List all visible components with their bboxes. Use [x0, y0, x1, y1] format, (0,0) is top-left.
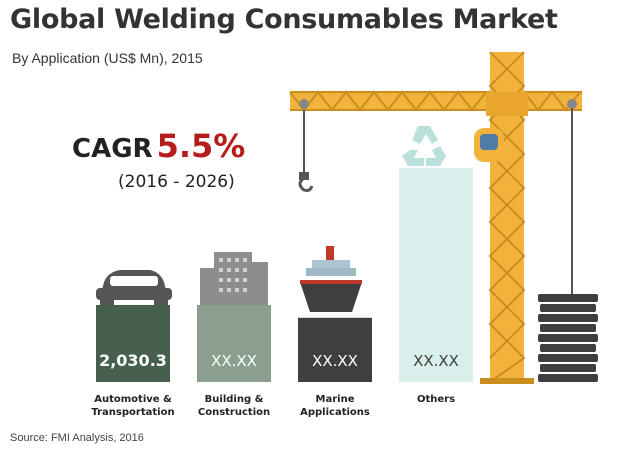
bar-value-label: XX.XX	[413, 352, 459, 370]
buildings-icon	[200, 252, 268, 312]
chart-title: Global Welding Consumables Market	[10, 4, 558, 35]
category-label: Automotive &	[94, 394, 172, 405]
ship-icon	[300, 246, 362, 312]
category-label: Others	[417, 394, 455, 405]
car-icon	[96, 270, 172, 306]
recycle-icon	[402, 126, 446, 166]
category-label: Applications	[300, 407, 370, 418]
cagr-value: 5.5%	[156, 127, 246, 165]
bar-automotive	[96, 304, 170, 382]
bar-building	[197, 304, 271, 382]
cagr-callout: CAGR 5.5%	[72, 130, 245, 162]
bar-value-label: XX.XX	[312, 352, 358, 370]
category-label: Transportation	[91, 407, 174, 418]
bar-value-label: 2,030.3	[99, 351, 167, 370]
chart-subtitle: By Application (US$ Mn), 2015	[12, 50, 203, 66]
category-label: Construction	[198, 407, 270, 418]
bars-group: 2,030.3 Automotive & Transportation XX.XX Bu…	[91, 168, 473, 418]
category-label: Building &	[205, 394, 264, 405]
bar-value-label: XX.XX	[211, 352, 257, 370]
category-label: Marine	[316, 394, 355, 405]
bar-others	[399, 168, 473, 382]
source-note: Source: FMI Analysis, 2016	[10, 432, 144, 444]
steel-stack-icon	[538, 294, 598, 382]
cagr-period: (2016 - 2026)	[118, 172, 235, 192]
cagr-label: CAGR	[72, 134, 153, 164]
bar-marine	[298, 317, 372, 382]
crane-icon	[289, 51, 582, 384]
